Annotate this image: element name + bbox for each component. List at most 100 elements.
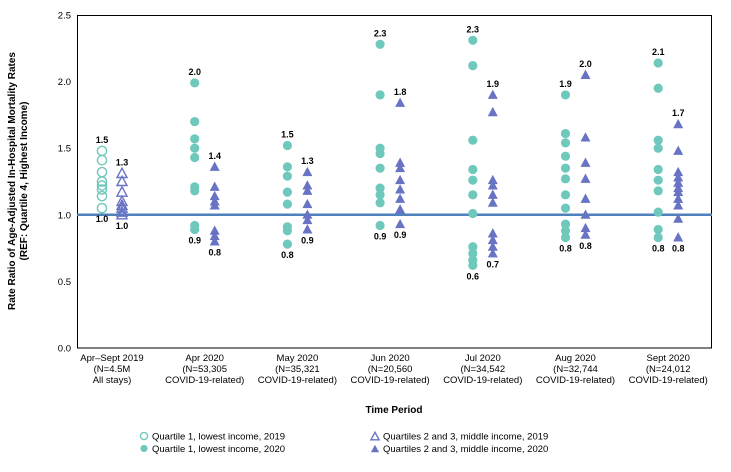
data-point-triangle: [302, 180, 313, 190]
data-point-circle: [96, 166, 108, 178]
data-point-triangle: [580, 132, 591, 142]
legend-label: Quartiles 2 and 3, middle income, 2019: [383, 431, 548, 442]
data-point-triangle: [580, 222, 591, 233]
data-point-circle: [653, 143, 663, 153]
data-point-circle: [375, 190, 385, 200]
y-tick-label: 0.5: [58, 277, 71, 288]
data-point-circle: [468, 190, 478, 200]
min-value-label: 0.7: [487, 259, 500, 269]
x-tick-label: COVID-19-related): [165, 375, 244, 386]
data-point-triangle: [487, 228, 498, 238]
data-point-circle: [560, 190, 571, 200]
min-value-label: 0.8: [579, 241, 592, 251]
data-point-circle: [96, 190, 108, 202]
x-tick-label: (N=53,305: [182, 364, 227, 375]
data-point-triangle: [395, 193, 406, 203]
data-point-circle: [282, 226, 292, 236]
max-value-label: 2.3: [467, 24, 480, 34]
max-value-label: 1.3: [116, 158, 129, 168]
y-tick-label: 1.0: [58, 210, 71, 221]
data-point-triangle: [673, 232, 684, 242]
x-tick-label: (N=20,560: [368, 364, 413, 375]
max-value-label: 2.1: [652, 47, 665, 57]
data-point-circle: [375, 148, 385, 159]
data-point-triangle: [302, 166, 313, 177]
x-tick-label: Apr 2020: [185, 353, 224, 364]
x-tick-label: Aug 2020: [555, 353, 596, 364]
data-point-circle: [375, 183, 385, 193]
data-point-triangle: [673, 166, 684, 177]
data-point-circle: [653, 135, 663, 145]
legend-circle-filled-icon: [140, 444, 148, 453]
data-point-triangle: [487, 248, 498, 258]
chart-generated-content: 0.0 0.5 1.0 1.5 2.0 2.5 Apr–Sept 2019(N=4.5MAl…: [58, 11, 712, 455]
data-point-triangle: [395, 184, 406, 194]
data-point-circle: [653, 83, 663, 93]
data-point-triangle: [673, 213, 684, 223]
data-point-circle: [560, 203, 571, 213]
max-value-label: 1.9: [559, 79, 572, 89]
data-point-triangle: [209, 225, 220, 235]
data-point-triangle: [395, 162, 406, 173]
min-value-label: 0.9: [394, 230, 407, 240]
data-point-circle: [468, 208, 478, 219]
data-point-circle: [96, 145, 108, 157]
data-point-triangle: [673, 145, 684, 155]
x-axis-title: Time Period: [365, 405, 422, 416]
data-point-circle: [560, 151, 571, 161]
data-point-triangle: [673, 193, 684, 203]
data-point-circle: [468, 61, 478, 71]
data-point-circle: [653, 164, 663, 175]
data-point-circle: [282, 199, 292, 209]
data-point-circle: [190, 78, 200, 88]
x-tick-label: (N=32,744: [553, 364, 598, 375]
data-point-circle: [375, 90, 385, 100]
data-point-circle: [560, 174, 571, 184]
data-point-circle: [375, 220, 385, 231]
data-point-circle: [282, 171, 292, 181]
max-value-label: 1.3: [301, 156, 314, 166]
y-axis-title-line2: (REF: Quartile 4, Highest Income): [19, 102, 30, 261]
data-point-triangle: [487, 234, 498, 245]
max-value-label: 2.0: [579, 59, 592, 69]
data-point-circle: [190, 152, 200, 163]
data-point-triangle: [302, 209, 313, 219]
data-point-circle: [560, 226, 571, 236]
legend-triangle-filled-icon: [370, 444, 380, 453]
data-point-circle: [282, 239, 292, 249]
max-value-label: 2.0: [188, 67, 201, 77]
data-point-triangle: [209, 236, 220, 246]
x-tick-label: Jul 2020: [465, 353, 501, 364]
min-value-label: 0.8: [208, 247, 221, 257]
data-point-circle: [282, 140, 292, 151]
data-point-triangle: [302, 214, 313, 225]
max-value-label: 1.5: [96, 135, 109, 145]
min-value-label: 0.8: [652, 243, 665, 253]
data-point-circle: [560, 232, 571, 243]
x-tick-label: (N=35,321: [275, 364, 320, 375]
data-point-circle: [468, 242, 478, 252]
max-value-label: 1.9: [487, 79, 500, 89]
data-point-triangle: [209, 200, 220, 210]
data-point-circle: [560, 163, 571, 173]
max-value-label: 1.5: [281, 130, 294, 140]
data-point-triangle: [209, 230, 220, 241]
data-point-triangle: [395, 174, 406, 185]
data-point-circle: [190, 134, 200, 144]
data-point-triangle: [487, 89, 498, 99]
data-point-circle: [468, 135, 478, 145]
data-point-triangle: [580, 173, 591, 183]
x-tick-label: COVID-19-related): [350, 375, 429, 386]
x-tick-label: (N=24,012: [646, 364, 691, 375]
data-point-circle: [468, 248, 478, 259]
data-point-circle: [560, 219, 571, 229]
data-point-triangle: [487, 180, 498, 190]
data-point-circle: [96, 202, 108, 214]
max-value-label: 1.4: [208, 151, 221, 161]
y-tick-label: 2.5: [58, 11, 71, 22]
data-point-triangle: [395, 157, 406, 167]
data-point-triangle: [487, 106, 498, 117]
data-point-circle: [560, 90, 571, 100]
x-tick-label: (N=34,542: [460, 364, 505, 375]
data-point-triangle: [209, 181, 220, 191]
